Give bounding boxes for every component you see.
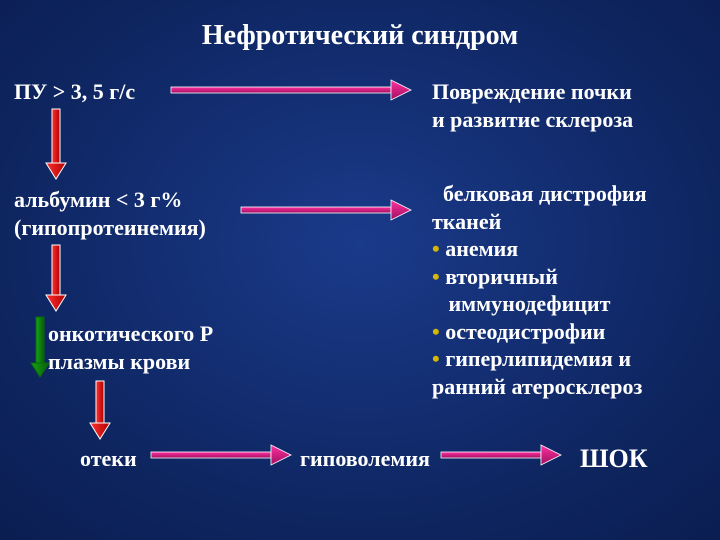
kidney-line2: и развитие склероза (432, 106, 633, 134)
slide-title: Нефротический синдром (0, 18, 720, 53)
bullet-immunodef-l2: иммунодефицит (432, 290, 647, 318)
arrow-down-red-0 (44, 108, 68, 180)
arrow-right-magenta-0 (170, 78, 412, 102)
arrow-down-red-2 (88, 380, 112, 440)
arrow-right-magenta-2 (150, 443, 292, 467)
albumin-block: альбумин < 3 г% (гипопротеинемия) (14, 186, 206, 241)
bullet-hyperlipid-l2: ранний атеросклероз (432, 373, 647, 401)
arrow-right-magenta-1 (240, 198, 412, 222)
shock-label: ШОК (580, 443, 648, 476)
arrow-right-magenta-3 (440, 443, 562, 467)
bullet-anemia: • анемия (432, 235, 647, 263)
dystrophy-block: белковая дистрофия тканей • анемия • вто… (432, 180, 647, 400)
albumin-line2: (гипопротеинемия) (14, 214, 206, 242)
arrow-down-green-0 (29, 316, 51, 378)
bullet-osteo: • остеодистрофии (432, 318, 647, 346)
dystrophy-line2: тканей (432, 208, 647, 236)
dystrophy-line1: белковая дистрофия (432, 180, 647, 208)
oncotic-block: онкотического Р плазмы крови (48, 320, 213, 375)
kidney-line1: Повреждение почки (432, 78, 633, 106)
albumin-line1: альбумин < 3 г% (14, 186, 206, 214)
oncotic-line2: плазмы крови (48, 348, 213, 376)
pu-label: ПУ > 3, 5 г/с (14, 78, 135, 106)
bullet-hyperlipid-l1: • гиперлипидемия и (432, 345, 647, 373)
arrow-down-red-1 (44, 244, 68, 312)
bullet-immunodef-l1: • вторичный (432, 263, 647, 291)
oncotic-line1: онкотического Р (48, 320, 213, 348)
edema-label: отеки (80, 445, 137, 473)
kidney-damage-block: Повреждение почки и развитие склероза (432, 78, 633, 133)
hypovolemia-label: гиповолемия (300, 445, 430, 473)
